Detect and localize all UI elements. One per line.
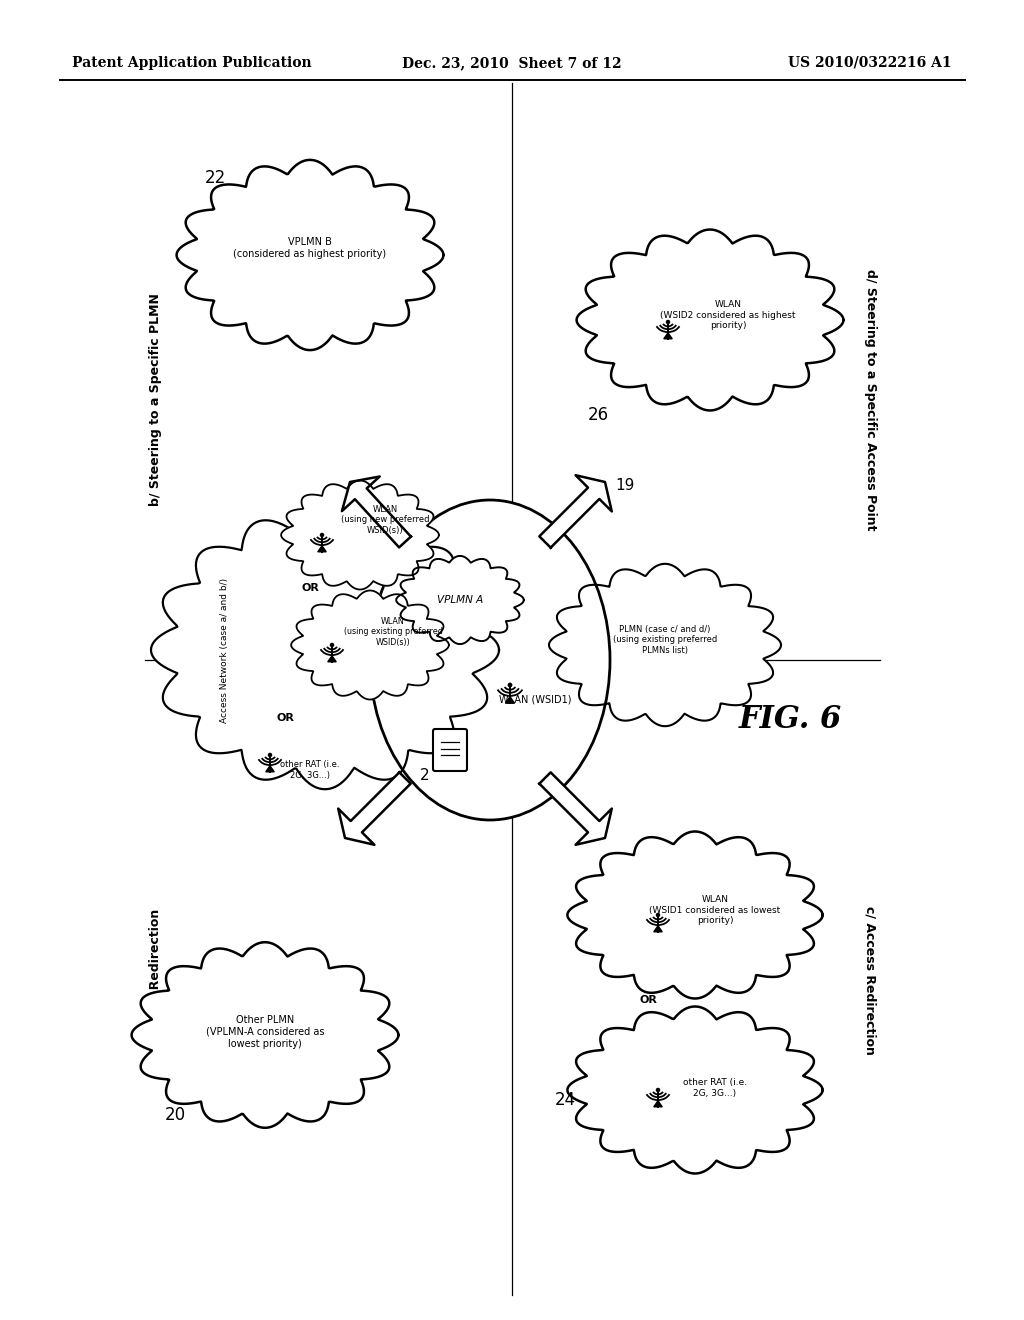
Text: VPLMN A: VPLMN A: [437, 595, 483, 605]
Text: OR: OR: [276, 713, 294, 723]
Text: other RAT (i.e.
2G, 3G...): other RAT (i.e. 2G, 3G...): [683, 1078, 748, 1098]
Text: 22: 22: [205, 169, 225, 187]
Polygon shape: [328, 656, 336, 661]
Text: a/ PLMN Redirection: a/ PLMN Redirection: [148, 909, 162, 1051]
Text: WLAN
(using existing preferred
WSID(s)): WLAN (using existing preferred WSID(s)): [344, 618, 442, 647]
Text: b/ Steering to a Specific PLMN: b/ Steering to a Specific PLMN: [148, 293, 162, 507]
Text: OR: OR: [639, 995, 657, 1005]
Text: Dec. 23, 2010  Sheet 7 of 12: Dec. 23, 2010 Sheet 7 of 12: [402, 55, 622, 70]
Polygon shape: [282, 480, 439, 590]
Text: FIG. 6: FIG. 6: [738, 705, 842, 735]
Text: Access Network (case a/ and b/): Access Network (case a/ and b/): [220, 577, 229, 722]
Text: c/ Access Redirection: c/ Access Redirection: [863, 906, 877, 1055]
Circle shape: [321, 533, 324, 536]
Circle shape: [656, 1089, 659, 1092]
Polygon shape: [342, 477, 411, 548]
Text: VPLMN B
(considered as highest priority): VPLMN B (considered as highest priority): [233, 238, 387, 259]
Text: 24: 24: [554, 1092, 575, 1109]
Polygon shape: [653, 1101, 663, 1106]
Circle shape: [667, 321, 670, 323]
Polygon shape: [176, 160, 443, 350]
Text: OR: OR: [301, 583, 318, 593]
Polygon shape: [266, 766, 274, 772]
Polygon shape: [540, 475, 611, 548]
Circle shape: [656, 913, 659, 916]
Text: WLAN
(using new preferred
WSID(s)): WLAN (using new preferred WSID(s)): [341, 506, 429, 535]
Ellipse shape: [370, 500, 610, 820]
FancyBboxPatch shape: [433, 729, 467, 771]
Text: US 2010/0322216 A1: US 2010/0322216 A1: [788, 55, 952, 70]
Text: Patent Application Publication: Patent Application Publication: [72, 55, 311, 70]
Polygon shape: [132, 942, 398, 1127]
Circle shape: [268, 754, 271, 756]
Text: other RAT (i.e.
2G, 3G...): other RAT (i.e. 2G, 3G...): [281, 760, 340, 780]
Text: 19: 19: [615, 478, 635, 492]
Polygon shape: [549, 564, 781, 726]
Text: WLAN
(WSID2 considered as highest
priority): WLAN (WSID2 considered as highest priori…: [660, 300, 796, 330]
Polygon shape: [540, 772, 611, 845]
Text: WLAN (WSID1): WLAN (WSID1): [499, 696, 571, 705]
Polygon shape: [338, 772, 411, 845]
Polygon shape: [506, 697, 514, 704]
Text: PLMN (case c/ and d/)
(using existing preferred
PLMNs list): PLMN (case c/ and d/) (using existing pr…: [613, 626, 717, 655]
Text: WLAN
(WSID1 considered as lowest
priority): WLAN (WSID1 considered as lowest priorit…: [649, 895, 780, 925]
Polygon shape: [577, 230, 844, 411]
Polygon shape: [317, 545, 327, 552]
Polygon shape: [664, 333, 672, 339]
Text: Other PLMN
(VPLMN-A considered as
lowest priority): Other PLMN (VPLMN-A considered as lowest…: [206, 1015, 325, 1048]
Polygon shape: [151, 511, 499, 789]
Circle shape: [331, 643, 334, 647]
Text: 20: 20: [165, 1106, 185, 1125]
Polygon shape: [567, 832, 822, 998]
Polygon shape: [396, 556, 524, 644]
Text: 2: 2: [420, 767, 430, 783]
Polygon shape: [291, 590, 449, 700]
Polygon shape: [567, 1006, 822, 1173]
Text: 26: 26: [588, 407, 608, 424]
Circle shape: [508, 684, 512, 686]
Polygon shape: [653, 925, 663, 932]
Text: d/ Steering to a Specific Access Point: d/ Steering to a Specific Access Point: [863, 269, 877, 531]
